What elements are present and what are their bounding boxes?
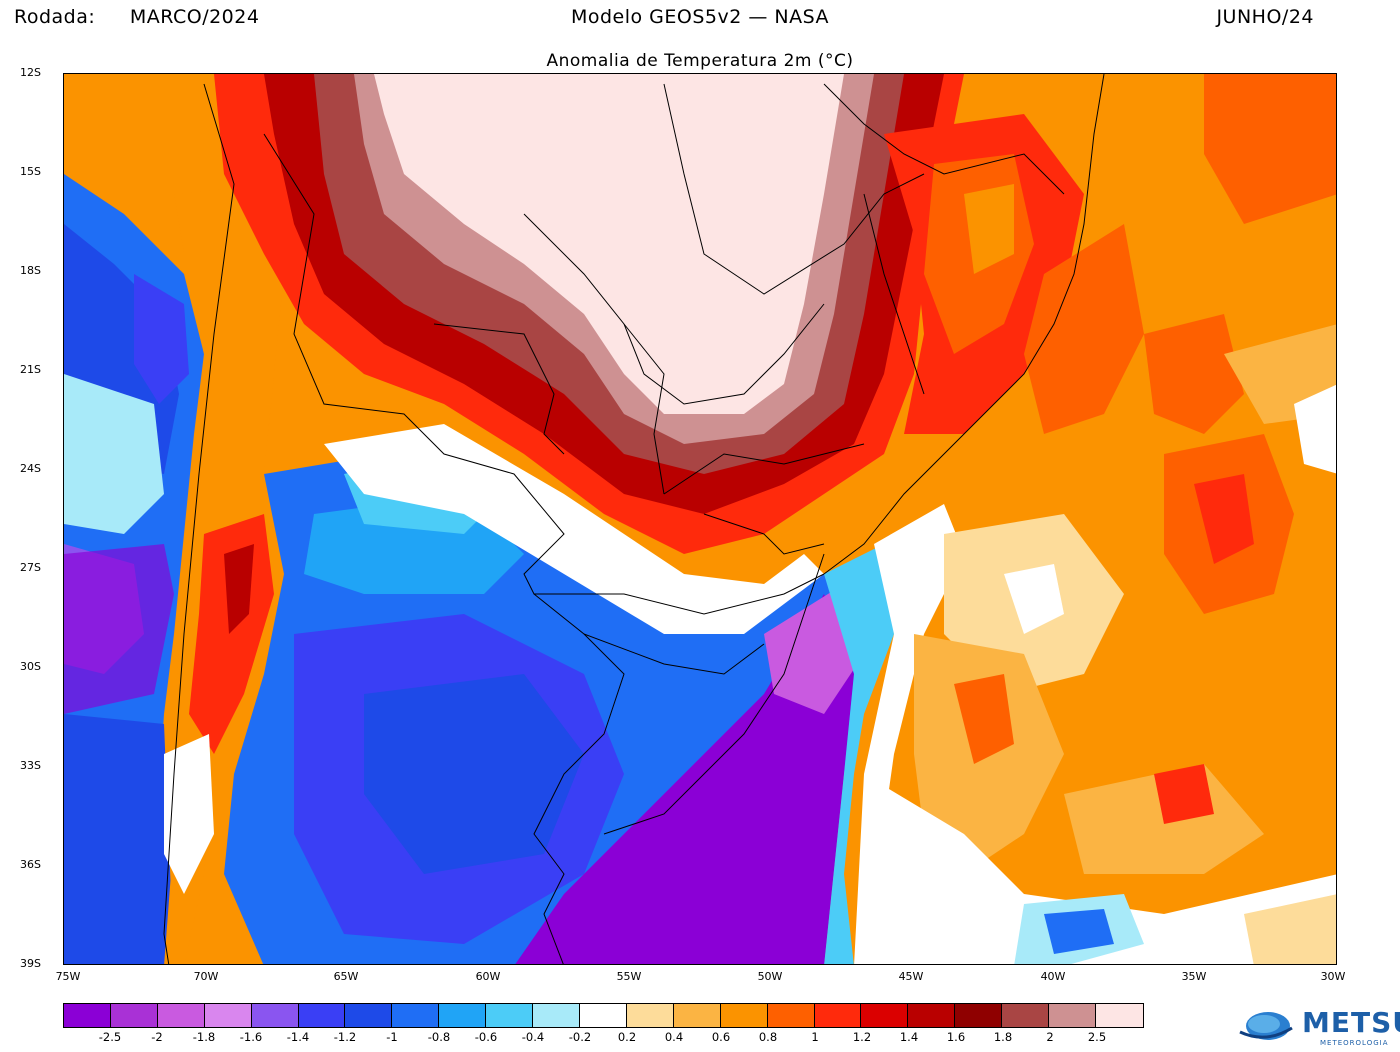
colorbar: [63, 1003, 1144, 1028]
colorbar-tick-label: -0.4: [521, 1030, 545, 1044]
lat-label-12s: 12S: [20, 66, 41, 79]
colorbar-cell: [720, 1004, 768, 1027]
colorbar-cell: [1095, 1004, 1143, 1027]
colorbar-tick-label: 0.4: [664, 1030, 684, 1044]
colorbar-tick-label: -1.6: [239, 1030, 263, 1044]
model-name: Modelo GEOS5v2 — NASA: [570, 6, 830, 28]
colorbar-tick-label: -2.5: [98, 1030, 122, 1044]
lon-label-65w: 65W: [333, 970, 359, 983]
colorbar-cell: [814, 1004, 862, 1027]
lat-label-21s: 21S: [20, 363, 41, 376]
coastal-cold-core: [515, 594, 854, 964]
colorbar-tick-label: 1.2: [852, 1030, 872, 1044]
colorbar-tick-label: 1.8: [993, 1030, 1013, 1044]
colorbar-tick-label: -2: [151, 1030, 163, 1044]
colorbar-tick-label: -1.8: [192, 1030, 216, 1044]
colorbar-cell: [626, 1004, 674, 1027]
colorbar-tick-label: 1.6: [946, 1030, 966, 1044]
lat-label-27s: 27S: [20, 561, 41, 574]
colorbar-cell: [908, 1004, 956, 1027]
colorbar-tick-label: 1: [811, 1030, 819, 1044]
metsul-logo: METSUL METEOROLOGIA: [1232, 1006, 1400, 1050]
lon-label-35w: 35W: [1181, 970, 1207, 983]
colorbar-cell: [439, 1004, 487, 1027]
lon-label-75w: 75W: [55, 970, 81, 983]
globe-icon: [1239, 1012, 1293, 1040]
map-title: Anomalia de Temperatura 2m (°C): [546, 51, 854, 71]
colorbar-cell: [157, 1004, 205, 1027]
logo-name: METSUL: [1302, 1006, 1400, 1039]
country-borders: [163, 74, 1105, 964]
colorbar-tick-label: 2.5: [1087, 1030, 1107, 1044]
colorbar-tick-label: 1.4: [899, 1030, 919, 1044]
lat-label-33s: 33S: [20, 759, 41, 772]
lon-label-40w: 40W: [1040, 970, 1066, 983]
colorbar-cell: [345, 1004, 393, 1027]
colorbar-cell: [64, 1004, 111, 1027]
colorbar-cell: [955, 1004, 1003, 1027]
anomaly-map: [63, 73, 1337, 965]
colorbar-cell: [1002, 1004, 1050, 1027]
colorbar-cell: [579, 1004, 627, 1027]
lat-label-24s: 24S: [20, 462, 41, 475]
anomaly-field: [64, 74, 1336, 964]
colorbar-tick-label: -1.2: [333, 1030, 357, 1044]
lon-label-70w: 70W: [193, 970, 219, 983]
colorbar-tick-label: 2: [1046, 1030, 1054, 1044]
lat-label-39s: 39S: [20, 957, 41, 970]
colorbar-cell: [533, 1004, 580, 1027]
colorbar-cell: [392, 1004, 440, 1027]
colorbar-tick-label: -0.2: [568, 1030, 592, 1044]
colorbar-tick-label: -1: [386, 1030, 398, 1044]
lat-label-18s: 18S: [20, 264, 41, 277]
lon-label-30w: 30W: [1320, 970, 1346, 983]
colorbar-cell: [486, 1004, 534, 1027]
colorbar-cell: [767, 1004, 815, 1027]
colorbar-cell: [251, 1004, 299, 1027]
colorbar-tick-label: -1.4: [286, 1030, 310, 1044]
lon-label-45w: 45W: [898, 970, 924, 983]
run-value: MARCO/2024: [129, 6, 260, 28]
lat-label-30s: 30S: [20, 660, 41, 673]
colorbar-cell: [110, 1004, 158, 1027]
colorbar-cell: [673, 1004, 721, 1027]
run-info: Rodada: MARCO/2024: [14, 6, 259, 28]
lat-label-15s: 15S: [20, 165, 41, 178]
colorbar-cell: [861, 1004, 909, 1027]
run-label: Rodada:: [14, 6, 96, 28]
colorbar-tick-label: 0.6: [711, 1030, 731, 1044]
colorbar-cell: [298, 1004, 346, 1027]
colorbar-cell: [204, 1004, 252, 1027]
lon-label-60w: 60W: [475, 970, 501, 983]
colorbar-tick-label: 0.2: [617, 1030, 637, 1044]
logo-subtitle: METEOROLOGIA: [1320, 1039, 1389, 1047]
colorbar-tick-label: 0.8: [758, 1030, 778, 1044]
forecast-period: JUNHO/24: [1216, 6, 1314, 28]
lon-label-55w: 55W: [616, 970, 642, 983]
lon-label-50w: 50W: [757, 970, 783, 983]
colorbar-tick-label: -0.6: [474, 1030, 498, 1044]
colorbar-tick-label: -0.8: [427, 1030, 451, 1044]
lat-label-36s: 36S: [20, 858, 41, 871]
colorbar-cell: [1049, 1004, 1096, 1027]
